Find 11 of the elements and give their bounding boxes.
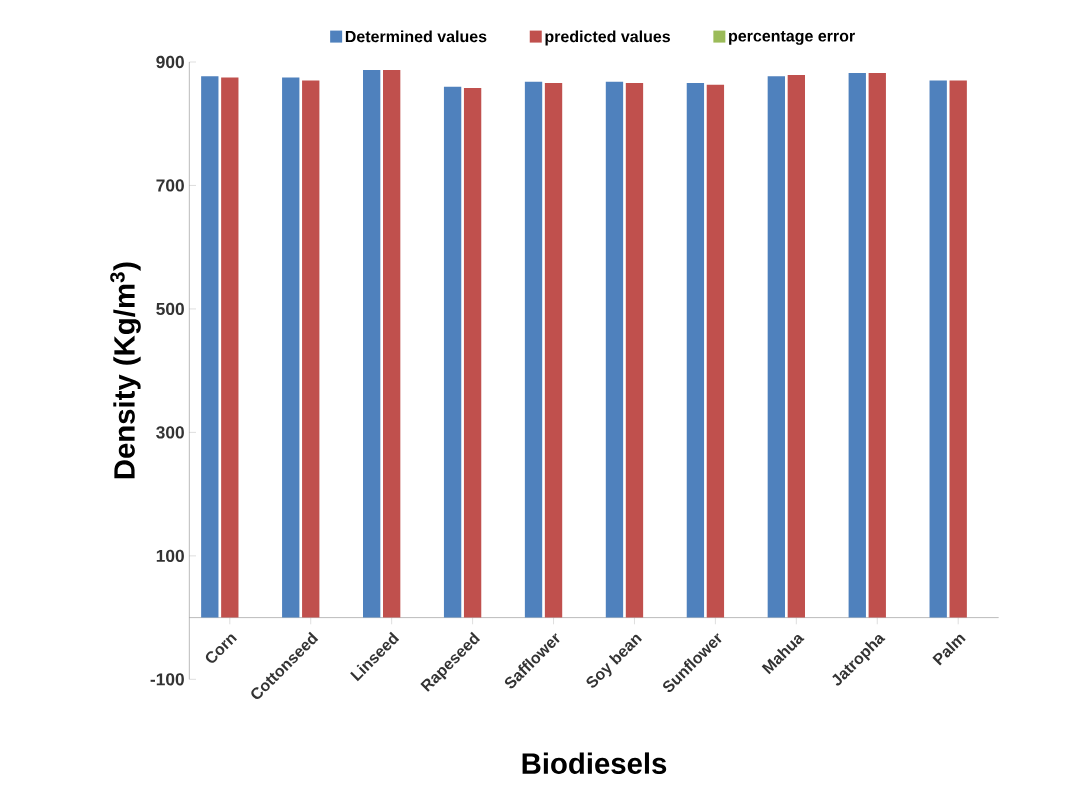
y-axis-title: Density (Kg/m$^{3}$) <box>110 262 141 479</box>
legend-label: Determined values <box>345 30 487 43</box>
y-tick-label: 900 <box>156 55 184 69</box>
y-tick-label: 500 <box>156 302 184 316</box>
legend-label: percentage error <box>729 31 855 45</box>
y-tick-label: 100 <box>156 549 184 562</box>
y-tick-label: 700 <box>156 179 184 192</box>
x-axis-title: Biodiesels <box>522 752 667 774</box>
legend-label: predicted values <box>545 30 671 46</box>
y-tick-label: -100 <box>150 673 184 686</box>
y-tick-label: 300 <box>156 426 184 439</box>
